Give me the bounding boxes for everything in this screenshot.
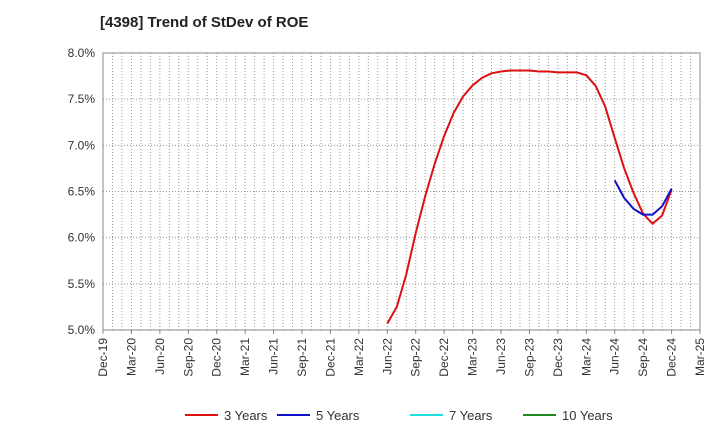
y-tick-label: 6.0% <box>68 231 96 245</box>
y-tick-label: 7.5% <box>68 92 96 106</box>
series-line-3-years <box>386 69 673 324</box>
grid-layer <box>102 52 701 331</box>
x-tick-label: Mar-21 <box>238 338 252 376</box>
x-tick-label: Jun-21 <box>267 338 281 375</box>
legend-label: 10 Years <box>562 408 613 423</box>
x-tick-label: Sep-22 <box>409 338 423 377</box>
x-tick-label: Dec-20 <box>210 338 224 377</box>
x-tick-label: Jun-24 <box>608 338 622 375</box>
x-tick-label: Dec-22 <box>437 338 451 377</box>
axis-layer: 5.0% 5.5% 6.0% 6.5% 7.0% 7.5% 8.0% Dec-19 Mar-20… <box>68 46 707 377</box>
x-tick-label: Dec-21 <box>323 338 337 377</box>
x-tick-label: Mar-20 <box>124 338 138 376</box>
y-tick-label: 5.5% <box>68 277 96 291</box>
x-tick-label: Jun-23 <box>494 338 508 375</box>
legend-label: 3 Years <box>224 408 268 423</box>
x-tick-label: Sep-23 <box>522 338 536 377</box>
legend-label: 5 Years <box>316 408 360 423</box>
x-tick-label: Jun-20 <box>153 338 167 375</box>
x-tick-label: Mar-24 <box>579 338 593 376</box>
x-tick-label: Mar-23 <box>466 338 480 376</box>
plot-frame <box>102 52 701 331</box>
x-tick-label: Dec-19 <box>96 338 110 377</box>
x-tick-label: Dec-24 <box>665 338 679 377</box>
y-tick-label: 5.0% <box>68 323 96 337</box>
y-tick-label: 8.0% <box>68 46 96 60</box>
legend-label: 7 Years <box>449 408 493 423</box>
x-tick-label: Sep-24 <box>636 338 650 377</box>
x-tick-label: Dec-23 <box>551 338 565 377</box>
x-tick-label: Sep-20 <box>181 338 195 377</box>
series-line-5-years <box>613 179 673 216</box>
series-layer <box>386 69 673 324</box>
x-tick-label: Sep-21 <box>295 338 309 377</box>
x-tick-label: Mar-25 <box>693 338 707 376</box>
y-tick-label: 6.5% <box>68 185 96 199</box>
legend: 3 Years 5 Years 7 Years 10 Years <box>185 408 613 423</box>
chart-title: [4398] Trend of StDev of ROE <box>100 14 309 31</box>
x-tick-label: Mar-22 <box>352 338 366 376</box>
y-tick-label: 7.0% <box>68 138 96 152</box>
x-tick-label: Jun-22 <box>380 338 394 375</box>
